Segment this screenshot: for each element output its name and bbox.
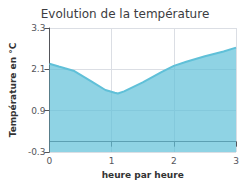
svg-text:0: 0	[47, 156, 53, 166]
svg-text:3.3: 3.3	[31, 23, 45, 33]
svg-text:Température en °C: Température en °C	[8, 42, 18, 137]
svg-text:2: 2	[171, 156, 177, 166]
svg-text:-0.3: -0.3	[28, 147, 46, 157]
svg-text:1: 1	[109, 156, 115, 166]
svg-text:heure par heure: heure par heure	[102, 170, 184, 180]
svg-text:3: 3	[233, 156, 239, 166]
svg-text:Evolution de la température: Evolution de la température	[41, 7, 210, 21]
svg-text:0.9: 0.9	[31, 106, 46, 116]
svg-text:2.1: 2.1	[31, 64, 45, 74]
